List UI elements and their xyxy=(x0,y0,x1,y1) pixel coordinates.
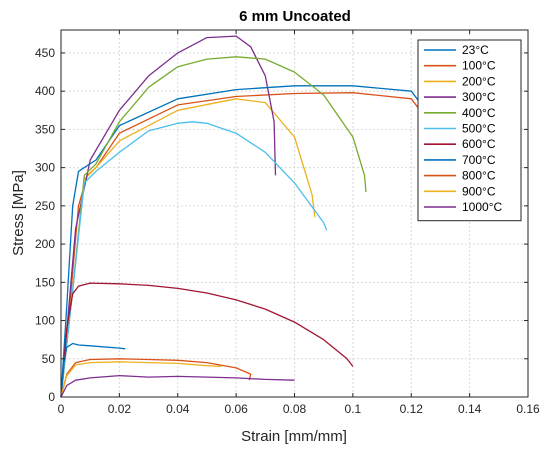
x-tick-label: 0 xyxy=(58,402,65,416)
legend-label: 900°C xyxy=(462,184,496,198)
chart-title: 6 mm Uncoated xyxy=(239,8,351,25)
x-axis-label: Strain [mm/mm] xyxy=(241,428,347,445)
y-tick-label: 300 xyxy=(35,161,55,175)
legend-label: 100°C xyxy=(462,59,496,73)
y-tick-label: 450 xyxy=(35,46,55,60)
series-line-1 xyxy=(60,92,459,398)
legend-label: 500°C xyxy=(462,122,496,136)
y-tick-label: 400 xyxy=(35,84,55,98)
series-line-9 xyxy=(60,361,222,398)
legend-label: 200°C xyxy=(462,74,496,88)
x-tick-label: 0.12 xyxy=(400,402,424,416)
y-tick-label: 50 xyxy=(42,352,56,366)
y-tick-label: 350 xyxy=(35,122,55,136)
legend-label: 1000°C xyxy=(462,200,502,214)
x-tick-label: 0.14 xyxy=(458,402,482,416)
x-tick-label: 0.04 xyxy=(166,402,190,416)
series-lines xyxy=(60,35,459,398)
series-line-0 xyxy=(60,85,456,398)
y-axis-label: Stress [MPa] xyxy=(10,170,27,256)
x-tick-label: 0.08 xyxy=(283,402,307,416)
y-tick-label: 100 xyxy=(35,314,55,328)
y-tick-label: 150 xyxy=(35,275,55,289)
legend-label: 23°C xyxy=(462,43,489,57)
y-tick-label: 250 xyxy=(35,199,55,213)
legend-label: 400°C xyxy=(462,106,496,120)
legend-label: 600°C xyxy=(462,137,496,151)
legend-label: 700°C xyxy=(462,153,496,167)
x-tick-label: 0.16 xyxy=(516,402,540,416)
axis-ticks: 0 0.02 0.04 0.06 0.08 0.1 0.12 0.14 0.16 0 50 100 15… xyxy=(35,30,540,416)
x-tick-label: 0.06 xyxy=(224,402,248,416)
series-line-8 xyxy=(60,358,252,398)
y-tick-label: 0 xyxy=(48,390,55,404)
series-line-5 xyxy=(60,121,328,398)
series-line-6 xyxy=(60,282,354,398)
y-tick-label: 200 xyxy=(35,237,55,251)
series-line-10 xyxy=(60,374,295,398)
series-line-4 xyxy=(60,56,367,398)
x-tick-label: 0.02 xyxy=(108,402,132,416)
legend-label: 800°C xyxy=(462,169,496,183)
series-line-7 xyxy=(60,342,126,398)
legend-label: 300°C xyxy=(462,90,496,104)
x-tick-label: 0.1 xyxy=(345,402,362,416)
